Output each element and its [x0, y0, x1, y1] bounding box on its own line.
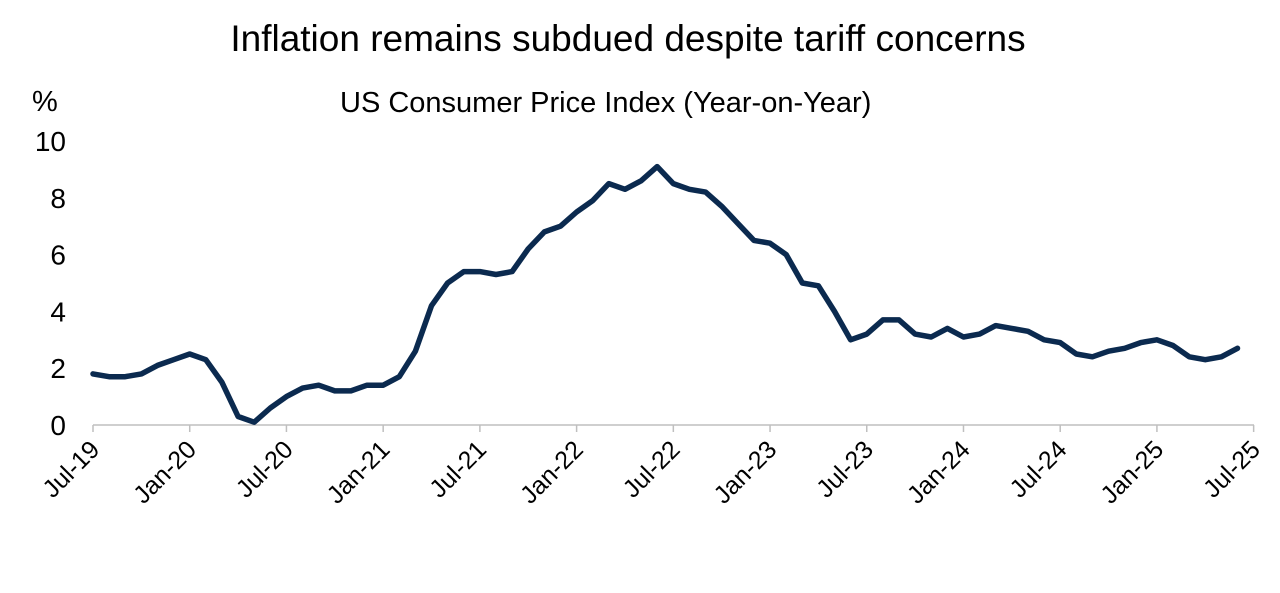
x-tick-label: Jan-21	[322, 435, 396, 509]
x-tick-label: Jul-23	[811, 435, 879, 503]
y-axis-unit-label: %	[32, 86, 58, 118]
y-tick-label: 4	[50, 296, 66, 327]
x-tick-label: Jan-22	[515, 435, 589, 509]
x-tick-label: Jan-23	[708, 435, 782, 509]
x-tick-label: Jan-25	[1095, 435, 1169, 509]
x-tick-label: Jan-24	[902, 435, 976, 509]
x-tick-label: Jul-21	[424, 435, 492, 503]
y-tick-label: 8	[50, 183, 66, 214]
x-tick-label: Jul-22	[618, 435, 686, 503]
chart-subtitle: US Consumer Price Index (Year-on-Year)	[340, 87, 872, 119]
x-tick-label: Jul-19	[37, 435, 105, 503]
x-tick-label: Jan-20	[128, 435, 202, 509]
chart-title: Inflation remains subdued despite tariff…	[230, 18, 1026, 59]
y-tick-label: 10	[35, 126, 66, 157]
x-tick-label: Jul-24	[1004, 435, 1072, 503]
x-tick-label: Jul-25	[1198, 435, 1266, 503]
series-line	[90, 163, 1241, 425]
y-tick-label: 2	[50, 353, 66, 384]
y-tick-label: 6	[50, 240, 66, 271]
y-tick-label: 0	[50, 410, 66, 441]
x-tick-label: Jul-20	[231, 435, 299, 503]
